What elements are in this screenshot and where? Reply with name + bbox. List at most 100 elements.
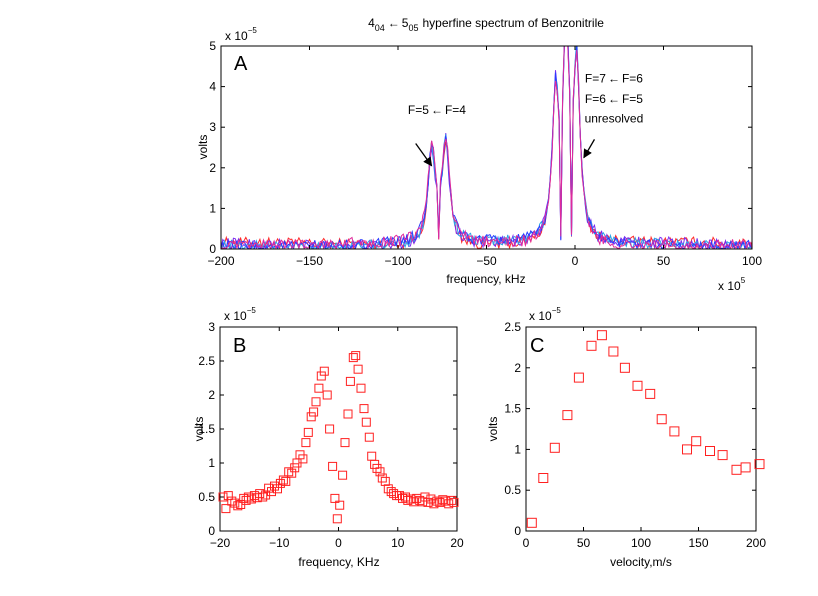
panel-b-data-point: [309, 407, 319, 417]
panel-b-data-point: [423, 497, 433, 507]
panel-b-points: [218, 351, 459, 524]
panel-c-ytick-label: 2.5: [504, 320, 521, 334]
panel-b-data-point: [246, 494, 256, 504]
annotation-f5-f4: F=5 ← F=4: [408, 103, 466, 117]
panel-b-data-point: [389, 489, 399, 499]
panel-b-data-point: [356, 383, 366, 393]
panel-b-data-point: [435, 497, 445, 507]
panel-c-ytick-label: 0.5: [504, 483, 521, 497]
panel-a-label: A: [234, 53, 248, 75]
panel-a-ytick-label: 3: [209, 120, 216, 134]
panel-b-data-point: [401, 492, 410, 502]
panel-c-xlabel: velocity,m/s: [610, 555, 672, 569]
panel-a-xtick-label: 0: [572, 254, 579, 268]
panel-c-ytick-label: 1.5: [504, 402, 521, 416]
panel-b-data-point: [255, 489, 265, 499]
panel-b-data-point: [340, 438, 350, 448]
panel-b-data-point: [267, 487, 276, 497]
panel-b-ytick-label: 0: [208, 524, 215, 538]
panel-b-data-point: [432, 496, 442, 506]
panel-b-data-point: [233, 501, 243, 511]
panel-b-data-point: [278, 475, 288, 485]
panel-c-points: [526, 330, 765, 528]
panel-b-data-point: [372, 463, 382, 473]
panel-b-data-point: [325, 424, 335, 434]
panel-a-plot-area: [221, 46, 752, 249]
panel-b-data-point: [306, 412, 316, 422]
panel-b-data-point: [380, 476, 390, 486]
title-level-b: 5: [402, 16, 409, 30]
panel-c-data-point: [573, 372, 584, 383]
panel-b-data-point: [367, 451, 377, 461]
panel-b-xtick-label: −10: [269, 536, 290, 550]
panel-c-data-point: [682, 444, 692, 455]
panel-a-ytick-label: 2: [209, 161, 216, 175]
panel-b-data-point: [351, 351, 361, 361]
panel-c-ytick-label: 1: [514, 442, 521, 456]
panel-a-ytick-label: 4: [209, 80, 216, 94]
panel-b-data-point: [301, 438, 311, 448]
panel-a-ytick-label: 0: [209, 242, 216, 256]
panel-c-data-point: [705, 446, 715, 456]
panel-b-data-point: [287, 468, 297, 478]
panel-b-data-point: [447, 495, 457, 505]
panel-a-ytick-label: 5: [209, 39, 216, 53]
panel-c-y-multiplier: x 10−5: [529, 306, 561, 323]
panel-b-data-point: [426, 494, 436, 504]
panel-b-data-point: [444, 499, 454, 509]
panel-b-data-point: [338, 470, 348, 480]
panel-b-ytick-label: 1.5: [198, 422, 215, 436]
panel-c-data-point: [645, 388, 656, 399]
panel-b-xtick-label: 20: [450, 536, 464, 550]
panel-b-data-point: [258, 492, 268, 502]
panel-c-data-point: [608, 346, 619, 357]
panel-b-data-point: [314, 383, 324, 393]
annotation-arrow-unresolved: [583, 139, 596, 159]
panel-b-y-multiplier: x 10−5: [224, 306, 256, 323]
panel-b-ticks: −20 −10 0 10 20 0 0.5 1 1.5 2 2.5 3: [198, 320, 464, 550]
panel-b-data-point: [275, 478, 285, 488]
panel-b-data-point: [364, 432, 374, 442]
panel-c-data-point: [656, 414, 667, 425]
panel-a-ylabel: volts: [196, 135, 210, 160]
panel-b-data-point: [330, 493, 340, 503]
panel-c-xtick-label: 100: [631, 536, 651, 550]
panel-b-data-point: [345, 376, 355, 386]
panel-b-data-point: [449, 497, 459, 507]
panel-b-data-point: [429, 499, 439, 509]
panel-a-y-multiplier: x 10−5: [225, 26, 257, 43]
panel-a-ticks: −200 −150 −100 −50 0 50 100 0 1 2 3 4 5: [207, 39, 762, 268]
panel-b-ytick-label: 0.5: [198, 490, 215, 504]
panel-c-data-point: [549, 442, 560, 453]
panel-b-data-point: [319, 366, 329, 376]
panel-b-xtick-label: 0: [335, 536, 342, 550]
title-level-a-sub: 04: [375, 23, 385, 33]
panel-a-annotations: F=5 ← F=4 F=7 ← F=6 F=6 ← F=5 unresolved: [408, 72, 643, 167]
panel-b-data-point: [241, 495, 251, 505]
panel-a-xtick-label: −50: [476, 254, 497, 268]
annotation-f6-f5: F=6 ← F=5: [585, 92, 643, 106]
panel-b-data-point: [270, 481, 279, 491]
panel-a-xtick-label: 100: [742, 254, 762, 268]
panel-c-data-point: [740, 462, 751, 473]
panel-c-data-point: [731, 464, 742, 475]
panel-b-data-point: [420, 492, 430, 502]
panel-b-ylabel: volts: [192, 417, 206, 442]
panel-b-data-point: [264, 483, 274, 493]
panel-b-data-point: [322, 390, 332, 400]
panel-a-ytick-label: 1: [209, 201, 216, 215]
panel-c-ytick-label: 0: [514, 524, 521, 538]
panel-b-data-point: [348, 353, 358, 363]
panel-c-data-point: [632, 380, 643, 391]
title-text: hyperfine spectrum of Benzonitrile: [422, 16, 604, 30]
panel-b-ytick-label: 2.5: [198, 354, 215, 368]
annotation-f7-f6: F=7 ← F=6: [585, 72, 643, 86]
annotation-arrow-f5-f4: [415, 143, 433, 167]
panel-c-ytick-label: 2: [514, 361, 521, 375]
panel-b-data-point: [332, 514, 342, 524]
panel-b-data-point: [383, 484, 393, 494]
panel-b-data-point: [298, 454, 308, 464]
panel-a-xtick-label: −100: [384, 254, 411, 268]
